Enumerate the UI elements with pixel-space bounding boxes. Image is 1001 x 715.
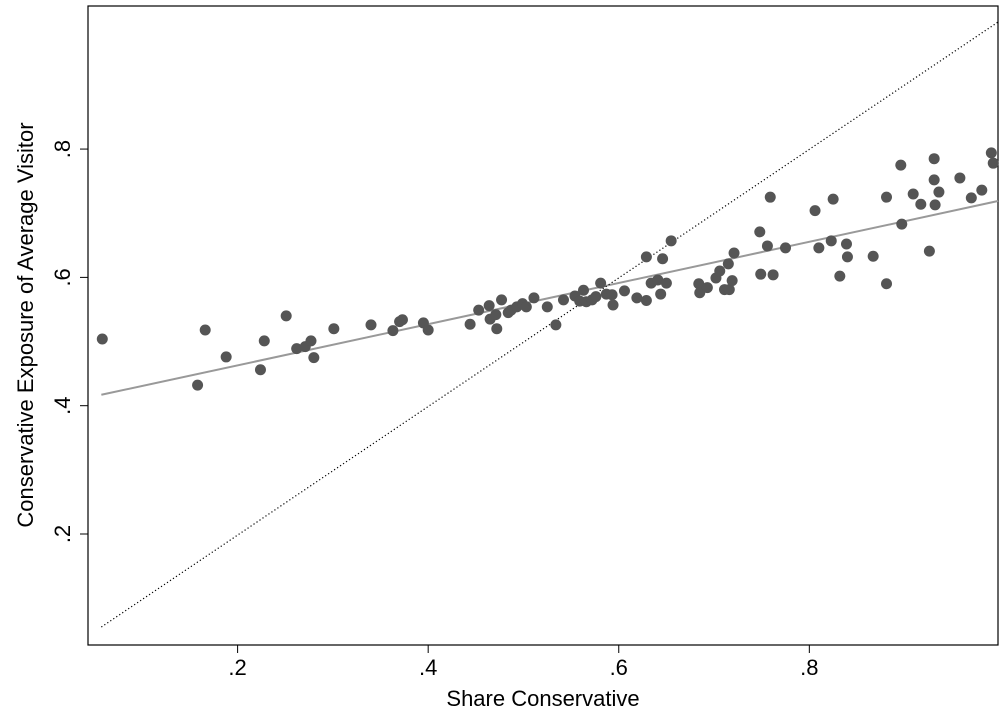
point bbox=[813, 242, 825, 254]
point bbox=[496, 294, 508, 306]
point bbox=[473, 304, 485, 316]
point bbox=[754, 226, 766, 238]
y-tick-label: .4 bbox=[50, 397, 75, 415]
point bbox=[541, 301, 553, 313]
point bbox=[254, 364, 266, 376]
point bbox=[867, 250, 879, 262]
y-tick-label: .2 bbox=[50, 525, 75, 543]
point bbox=[258, 335, 270, 347]
point bbox=[825, 235, 837, 247]
point bbox=[483, 300, 495, 312]
point bbox=[655, 288, 667, 300]
point bbox=[491, 323, 503, 335]
point bbox=[722, 258, 734, 270]
y-axis-title: Conservative Exposure of Average Visitor bbox=[13, 122, 38, 527]
point bbox=[954, 172, 966, 184]
point bbox=[841, 251, 853, 263]
point bbox=[755, 268, 767, 280]
point bbox=[976, 184, 988, 196]
point bbox=[606, 289, 618, 301]
point bbox=[928, 153, 940, 165]
point bbox=[907, 188, 919, 200]
point bbox=[985, 147, 997, 159]
point bbox=[550, 319, 562, 331]
y-tick-label: .8 bbox=[50, 140, 75, 158]
point bbox=[199, 324, 211, 336]
point bbox=[577, 284, 589, 296]
point bbox=[280, 310, 292, 322]
point bbox=[387, 325, 399, 337]
point bbox=[965, 192, 977, 204]
point bbox=[595, 277, 607, 289]
point bbox=[895, 159, 907, 171]
point bbox=[618, 285, 630, 297]
point bbox=[291, 343, 303, 355]
point bbox=[923, 245, 935, 257]
point bbox=[780, 242, 792, 254]
point bbox=[827, 193, 839, 205]
point bbox=[987, 157, 999, 169]
reference-line bbox=[101, 21, 999, 628]
point bbox=[929, 199, 941, 211]
y-tick-label: .6 bbox=[50, 268, 75, 286]
x-tick-label: .4 bbox=[419, 655, 437, 680]
point bbox=[665, 235, 677, 247]
point bbox=[840, 238, 852, 250]
point bbox=[693, 278, 705, 290]
point bbox=[422, 324, 434, 336]
point bbox=[607, 299, 619, 311]
point bbox=[220, 351, 232, 363]
x-tick-label: .2 bbox=[228, 655, 246, 680]
point bbox=[192, 379, 204, 391]
point bbox=[915, 198, 927, 210]
point bbox=[640, 251, 652, 263]
point bbox=[896, 218, 908, 230]
point bbox=[528, 292, 540, 304]
point bbox=[728, 247, 740, 259]
point bbox=[631, 292, 643, 304]
point bbox=[660, 277, 672, 289]
point bbox=[834, 270, 846, 282]
point bbox=[365, 319, 377, 331]
point bbox=[714, 265, 726, 277]
x-tick-label: .8 bbox=[800, 655, 818, 680]
point bbox=[652, 274, 664, 286]
point bbox=[723, 284, 735, 296]
point bbox=[928, 174, 940, 186]
point bbox=[396, 314, 408, 326]
point bbox=[809, 205, 821, 217]
point bbox=[490, 309, 502, 321]
point bbox=[520, 301, 532, 313]
x-tick-label: .6 bbox=[610, 655, 628, 680]
point bbox=[761, 240, 773, 252]
point bbox=[590, 291, 602, 303]
plot-frame bbox=[87, 5, 999, 646]
point bbox=[933, 186, 945, 198]
point bbox=[657, 253, 669, 265]
point bbox=[767, 269, 779, 281]
point bbox=[328, 323, 340, 335]
point bbox=[305, 335, 317, 347]
point bbox=[308, 352, 320, 364]
x-axis-title: Share Conservative bbox=[446, 686, 639, 711]
point bbox=[464, 318, 476, 330]
point bbox=[640, 294, 652, 306]
fit-line bbox=[101, 200, 999, 396]
point bbox=[557, 294, 569, 306]
point bbox=[881, 278, 893, 290]
point bbox=[881, 191, 893, 203]
point bbox=[764, 191, 776, 203]
point bbox=[701, 282, 713, 294]
point bbox=[96, 333, 108, 345]
point bbox=[726, 275, 738, 287]
